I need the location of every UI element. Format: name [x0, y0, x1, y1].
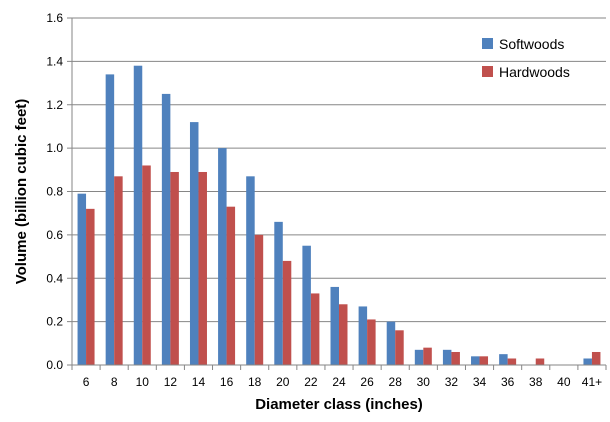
bar-hardwoods-24: [339, 304, 348, 365]
bar-hardwoods-32: [451, 351, 460, 365]
bar-hardwoods-8: [114, 176, 123, 365]
bar-hardwoods-20: [282, 260, 292, 365]
x-tick-label: 14: [192, 375, 206, 389]
x-tick-label: 12: [164, 375, 178, 389]
bar-softwoods-24: [330, 286, 339, 365]
bar-hardwoods-12: [170, 171, 179, 365]
legend-label-softwoods: Softwoods: [499, 36, 564, 52]
bar-softwoods-26: [358, 306, 368, 365]
x-tick-label: 34: [473, 375, 487, 389]
legend-label-hardwoods: Hardwoods: [499, 64, 570, 80]
y-axis-title: Volume (billion cubic feet): [13, 99, 30, 285]
bar-hardwoods-10: [142, 165, 151, 365]
y-tick-label: 0.0: [46, 358, 63, 372]
y-tick-label: 1.0: [46, 141, 63, 155]
x-tick-label: 32: [445, 375, 459, 389]
bar-softwoods-8: [105, 74, 115, 365]
x-tick-label: 36: [501, 375, 515, 389]
bar-softwoods-18: [246, 176, 255, 365]
y-tick-label: 0.4: [46, 271, 63, 285]
y-tick-label: 0.6: [46, 228, 63, 242]
x-tick-label: 10: [136, 375, 150, 389]
bar-softwoods-6: [77, 193, 87, 365]
y-tick-label: 1.6: [46, 11, 63, 25]
bars: [77, 65, 601, 366]
y-tick-label: 0.2: [46, 315, 63, 329]
bar-hardwoods-30: [423, 347, 432, 365]
bar-hardwoods-18: [254, 234, 264, 365]
bar-softwoods-41+: [583, 358, 592, 365]
bar-softwoods-36: [499, 354, 508, 365]
bar-softwoods-14: [189, 122, 199, 365]
x-tick-labels: 6 8 10 12 14 16 18 20 22 24 26 28 30 32 34 36 38 40 41+: [83, 375, 602, 389]
bar-hardwoods-26: [367, 319, 376, 365]
bar-hardwoods-41+: [591, 351, 601, 365]
bar-hardwoods-28: [395, 330, 404, 365]
bar-hardwoods-22: [310, 293, 320, 365]
bar-softwoods-20: [274, 221, 283, 365]
bar-hardwoods-36: [507, 358, 517, 365]
x-tick-label: 20: [276, 375, 290, 389]
x-tick-label: 30: [417, 375, 431, 389]
bar-hardwoods-14: [198, 171, 207, 365]
x-tick-label: 40: [557, 375, 571, 389]
x-tick-label: 41+: [582, 375, 602, 389]
x-tick-label: 6: [83, 375, 90, 389]
x-axis-title: Diameter class (inches): [255, 396, 423, 413]
x-tick-label: 28: [389, 375, 403, 389]
bar-softwoods-10: [133, 65, 143, 366]
bar-softwoods-34: [471, 356, 480, 365]
y-tick-labels: 0.0 0.2 0.4 0.6 0.8 1.0 1.2 1.4 1.6: [46, 11, 63, 372]
legend-swatch-hardwoods: [482, 66, 493, 77]
y-tick-label: 1.2: [46, 98, 63, 112]
x-tick-label: 38: [529, 375, 543, 389]
axes: [67, 17, 607, 370]
bar-hardwoods-6: [86, 208, 95, 365]
x-tick-label: 16: [220, 375, 234, 389]
x-tick-label: 22: [304, 375, 318, 389]
bar-hardwoods-16: [226, 206, 236, 365]
x-tick-label: 8: [111, 375, 118, 389]
y-tick-label: 1.4: [46, 54, 63, 68]
x-tick-label: 26: [360, 375, 374, 389]
x-tick-label: 24: [332, 375, 346, 389]
legend-swatch-softwoods: [482, 38, 493, 49]
bar-softwoods-12: [161, 93, 171, 365]
bar-hardwoods-34: [479, 356, 489, 365]
bar-softwoods-22: [302, 245, 311, 365]
legend: Softwoods Hardwoods: [482, 36, 570, 80]
bar-softwoods-28: [386, 321, 396, 365]
bar-softwoods-32: [442, 349, 452, 365]
y-tick-label: 0.8: [46, 185, 63, 199]
x-tick-label: 18: [248, 375, 262, 389]
bar-softwoods-16: [218, 148, 227, 365]
bar-softwoods-30: [414, 349, 424, 365]
bar-hardwoods-38: [535, 358, 545, 365]
gridlines: [72, 17, 606, 323]
